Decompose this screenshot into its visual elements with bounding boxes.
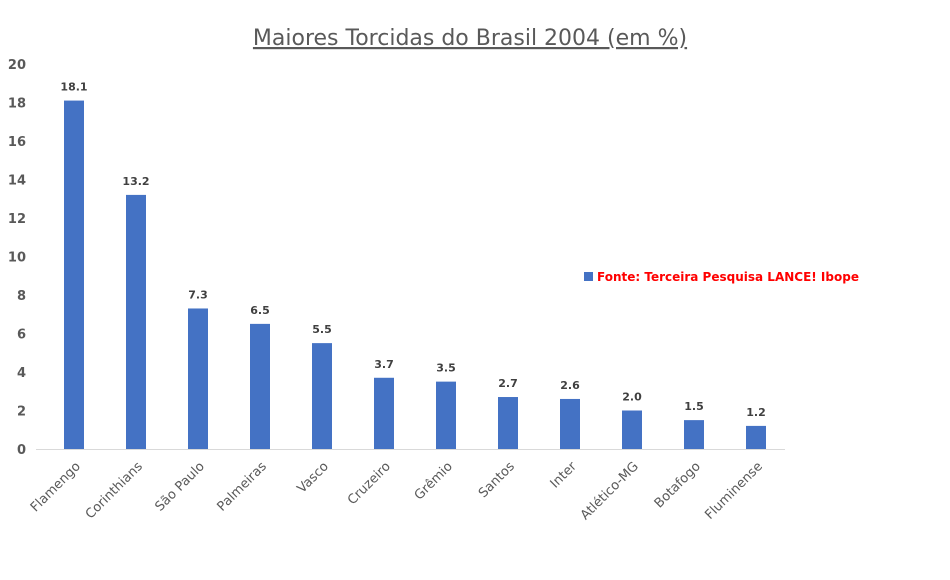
chart-title: Maiores Torcidas do Brasil 2004 (em %) (253, 26, 687, 51)
legend: Fonte: Terceira Pesquisa LANCE! Ibope (584, 270, 859, 284)
y-tick-label: 18 (8, 97, 26, 112)
x-tick-label: Corinthians (83, 459, 146, 522)
bar (436, 381, 456, 449)
x-tick-label: Atlético-MG (578, 459, 642, 523)
bar (374, 377, 394, 449)
y-tick-label: 4 (17, 366, 26, 381)
data-label: 7.3 (188, 288, 208, 301)
legend-swatch (584, 272, 593, 281)
bars-group: 18.1 13.2 7.3 6.5 5.5 3.7 3.5 2.7 2.6 2.0 1.5 1.2 (60, 81, 766, 449)
data-label: 1.2 (746, 406, 766, 419)
data-label: 13.2 (122, 175, 149, 188)
x-tick-label: Vasco (295, 459, 332, 496)
data-label: 2.6 (560, 379, 580, 392)
x-tick-label: Botafogo (652, 459, 704, 511)
bar (746, 425, 766, 449)
data-label: 5.5 (312, 323, 332, 336)
bar (64, 100, 84, 449)
y-tick-label: 12 (8, 212, 26, 227)
bar (312, 343, 332, 449)
bar (560, 398, 580, 449)
data-label: 2.7 (498, 377, 518, 390)
y-tick-label: 14 (8, 174, 26, 189)
data-label: 3.7 (374, 358, 394, 371)
x-tick-label: Fluminense (702, 459, 766, 523)
x-tick-label: Palmeiras (215, 459, 270, 514)
legend-label: Fonte: Terceira Pesquisa LANCE! Ibope (597, 270, 859, 284)
bar (498, 397, 518, 449)
x-tick-label: São Paulo (152, 459, 207, 514)
x-tick-label: Cruzeiro (345, 459, 394, 508)
bar (188, 308, 208, 449)
data-label: 6.5 (250, 304, 270, 317)
y-axis: 0 2 4 6 8 10 12 14 16 18 20 (8, 58, 26, 458)
y-tick-label: 10 (8, 251, 26, 266)
y-tick-label: 0 (17, 443, 26, 458)
y-tick-label: 6 (17, 328, 26, 343)
y-tick-label: 16 (8, 135, 26, 150)
bar (250, 323, 270, 449)
y-tick-label: 8 (17, 289, 26, 304)
data-label: 1.5 (684, 400, 704, 413)
x-tick-label: Flamengo (28, 459, 84, 515)
x-tick-label: Grêmio (412, 459, 456, 503)
bar (622, 410, 642, 449)
y-tick-label: 2 (17, 405, 26, 420)
data-label: 3.5 (436, 362, 456, 375)
x-tick-label: Santos (476, 459, 518, 501)
bar (126, 194, 146, 449)
bar (684, 420, 704, 449)
data-label: 2.0 (622, 391, 642, 404)
x-tick-label: Inter (548, 459, 581, 492)
y-tick-label: 20 (8, 58, 26, 73)
data-label: 18.1 (60, 81, 87, 94)
